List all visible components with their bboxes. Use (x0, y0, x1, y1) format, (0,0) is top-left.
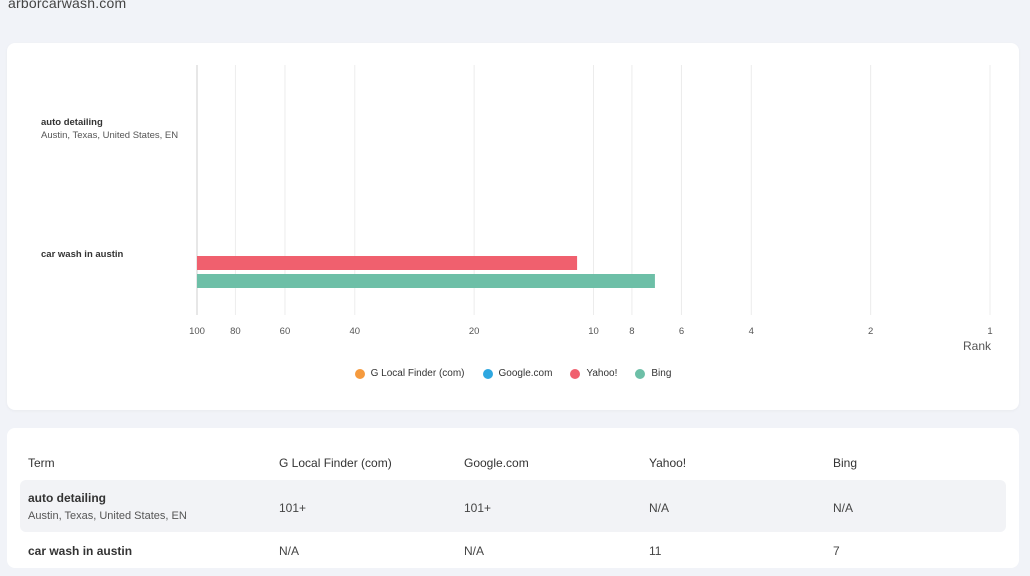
chart-legend: G Local Finder (com) Google.com Yahoo! B… (7, 368, 1019, 379)
table-term: car wash in austin (28, 544, 133, 558)
x-tick-label: 6 (679, 326, 684, 337)
x-tick-label: 20 (469, 326, 480, 337)
legend-item-google[interactable]: Google.com (482, 368, 553, 379)
chart-term-label: auto detailing Austin, Texas, United Sta… (41, 117, 178, 141)
table-cell-yahoo: 11 (649, 544, 662, 558)
table-term: auto detailing (28, 491, 106, 505)
x-tick-label: 1 (987, 326, 992, 337)
x-tick-label: 10 (588, 326, 599, 337)
table-cell-google: 101+ (464, 501, 492, 515)
x-tick-label: 4 (749, 326, 754, 337)
legend-label: Bing (651, 368, 672, 379)
table-row[interactable]: auto detailing Austin, Texas, United Sta… (20, 480, 1006, 532)
table-header-bing[interactable]: Bing (833, 456, 858, 470)
rank-table-card: Term G Local Finder (com) Google.com Yah… (7, 428, 1019, 568)
legend-dot-icon (354, 368, 365, 379)
x-tick-label: 60 (280, 326, 291, 337)
chart-term-label: car wash in austin (41, 249, 123, 260)
legend-label: Yahoo! (586, 368, 618, 379)
table-header-google[interactable]: Google.com (464, 456, 529, 470)
table-cell-g-local-finder: 101+ (279, 501, 307, 515)
site-domain-title: arborcarwash.com (8, 0, 127, 11)
x-axis-title: Rank (963, 339, 992, 353)
legend-item-bing[interactable]: Bing (635, 368, 671, 379)
x-tick-label: 8 (629, 326, 634, 337)
chart-term-name: auto detailing (41, 117, 103, 128)
table-cell-g-local-finder: N/A (279, 544, 300, 558)
legend-dot-icon (482, 368, 493, 379)
legend-dot-icon (635, 368, 646, 379)
legend-label: G Local Finder (com) (370, 368, 465, 379)
table-term-location: Austin, Texas, United States, EN (28, 510, 187, 522)
table-header-row: Term G Local Finder (com) Google.com Yah… (7, 456, 1019, 472)
x-tick-label: 40 (349, 326, 360, 337)
table-header-g-local-finder[interactable]: G Local Finder (com) (279, 456, 392, 470)
rank-chart-card: 100 80 60 40 20 10 8 6 4 2 1 Rank auto detailing Au… (7, 43, 1019, 410)
table-cell-bing: N/A (833, 501, 854, 515)
table-row[interactable]: car wash in austin N/A N/A 11 7 (20, 536, 1006, 576)
chart-term-name: car wash in austin (41, 249, 124, 260)
bar (197, 274, 655, 288)
table-cell-google: N/A (464, 544, 485, 558)
rank-chart: 100 80 60 40 20 10 8 6 4 2 1 Rank (189, 65, 993, 353)
chart-term-location: Austin, Texas, United States, EN (41, 130, 179, 141)
legend-item-g-local-finder[interactable]: G Local Finder (com) (354, 368, 465, 379)
x-tick-label: 100 (189, 326, 205, 337)
table-cell-bing: 7 (833, 544, 840, 558)
table-header-term[interactable]: Term (28, 456, 55, 470)
bar (197, 256, 578, 270)
x-tick-label: 80 (230, 326, 241, 337)
legend-dot-icon (570, 368, 581, 379)
legend-item-yahoo[interactable]: Yahoo! (570, 368, 617, 379)
table-cell-yahoo: N/A (649, 501, 670, 515)
table-header-yahoo[interactable]: Yahoo! (649, 456, 687, 470)
legend-label: Google.com (498, 368, 553, 379)
x-tick-label: 2 (868, 326, 873, 337)
